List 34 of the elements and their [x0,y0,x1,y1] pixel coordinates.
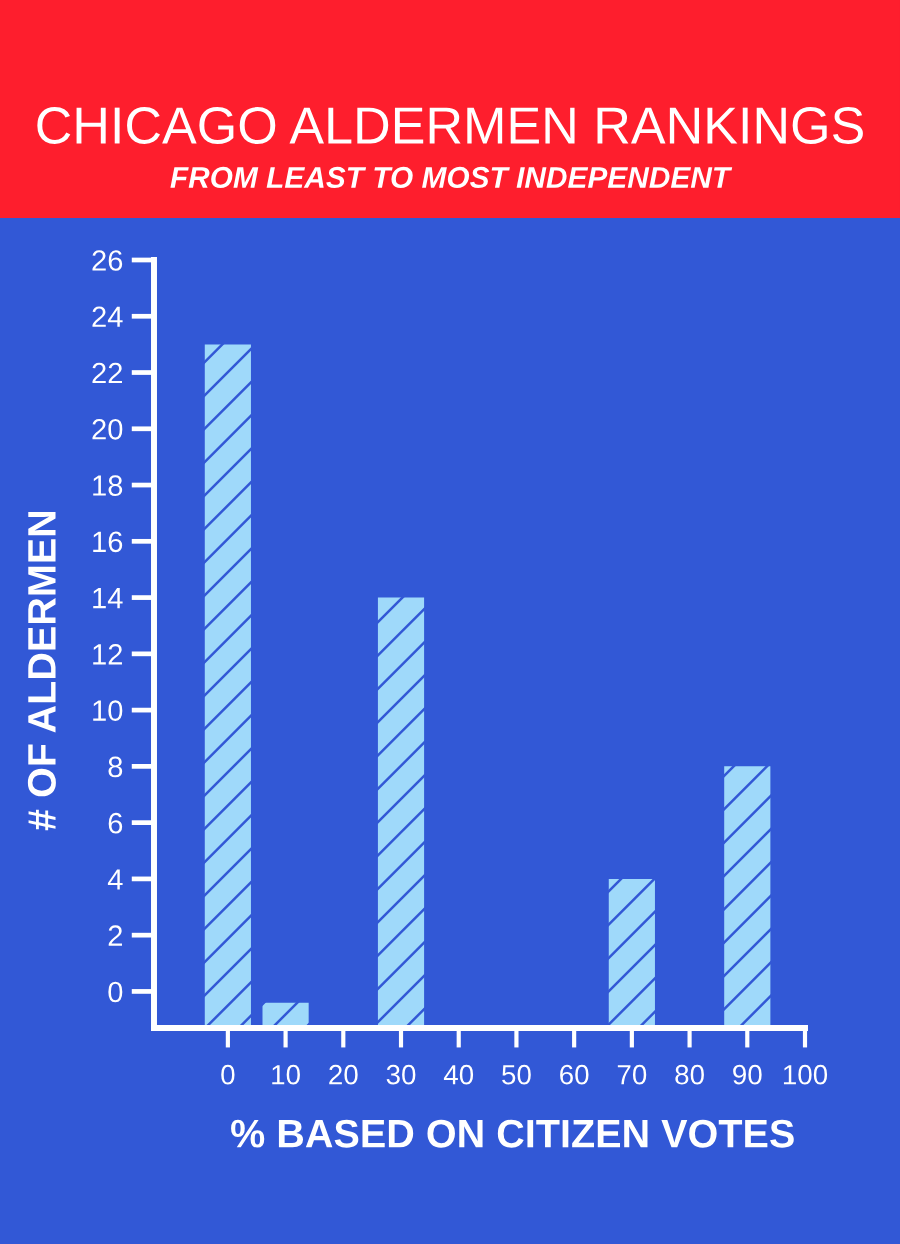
bar [377,597,425,1026]
x-tick-label: 20 [329,1064,358,1085]
bar [608,878,655,1026]
y-tick-label: 16 [93,531,123,553]
bar [204,344,251,1026]
x-tick-label: 60 [560,1064,589,1085]
y-tick-label: 4 [107,869,123,890]
y-tick-label: 26 [92,250,123,271]
y-tick-label: 22 [92,362,122,384]
y-tick-label: 2 [108,925,122,946]
chart-subtitle: FROM LEAST TO MOST INDEPENDENT [170,166,733,189]
y-tick-label: 8 [108,756,123,778]
y-tick-label: 20 [92,418,123,440]
x-axis-title: % BASED ON CITIZEN VOTES [231,1119,794,1148]
y-axis-title: # OF ALDERMEN [27,511,56,831]
y-tick-label: 12 [93,644,122,665]
x-tick-label: 70 [617,1064,647,1085]
bar [724,766,771,1026]
y-tick-label: 24 [92,306,123,327]
bar [262,1002,309,1026]
x-tick-label: 0 [221,1064,235,1085]
x-tick-label: 30 [386,1064,416,1085]
x-tick-label: 40 [443,1064,474,1085]
y-tick-label: 18 [93,475,123,496]
y-tick-label: 0 [108,981,123,1003]
y-tick-label: 10 [93,700,123,721]
chart-title: CHICAGO ALDERMEN RANKINGS [37,107,863,144]
x-tick-label: 90 [733,1064,762,1085]
y-tick-label: 14 [93,588,123,609]
x-tick-label: 50 [502,1064,531,1085]
x-tick-label: 80 [675,1064,704,1085]
x-tick-label: 100 [783,1064,828,1085]
x-tick-label: 10 [272,1064,300,1085]
y-tick-label: 6 [108,812,123,834]
